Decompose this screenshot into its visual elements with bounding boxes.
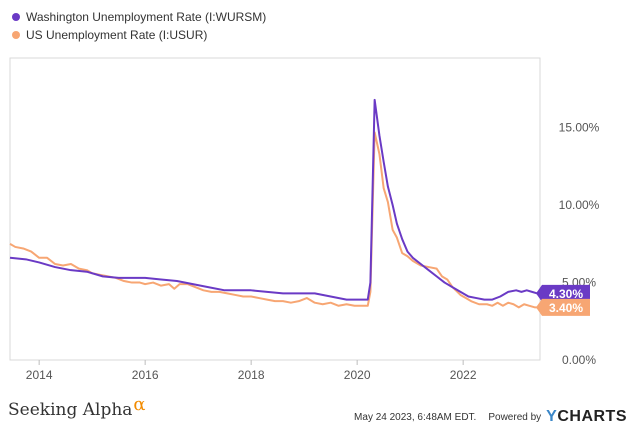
- legend-item-us[interactable]: US Unemployment Rate (I:USUR): [12, 26, 266, 44]
- powered-by-text: Powered by: [488, 411, 542, 423]
- x-tick-label: 2018: [238, 368, 265, 382]
- timestamp: May 24 2023, 6:48AM EDT.: [354, 411, 477, 423]
- chart-legend: Washington Unemployment Rate (I:WURSM) U…: [12, 8, 266, 44]
- legend-label-washington: Washington Unemployment Rate (I:WURSM): [26, 10, 267, 24]
- ycharts-wordmark: CHARTS: [557, 408, 627, 425]
- end-value-label-us: 3.40%: [536, 298, 590, 316]
- x-tick-label: 2022: [450, 368, 477, 382]
- legend-item-washington[interactable]: Washington Unemployment Rate (I:WURSM): [12, 8, 266, 26]
- chart-footer: May 24 2023, 6:48AM EDT. Powered by YCHA…: [354, 408, 627, 426]
- seeking-alpha-logo[interactable]: Seeking Alpha α: [8, 394, 146, 420]
- legend-marker-washington: [12, 13, 20, 21]
- end-value-label-washington: 4.30%: [536, 284, 590, 302]
- alpha-icon: α: [133, 394, 146, 415]
- y-tick-label: 15.00%: [559, 121, 600, 135]
- series-line-us: [9, 131, 540, 309]
- end-value-text-us: 3.40%: [549, 301, 583, 315]
- y-tick-label: 0.00%: [562, 353, 596, 367]
- end-value-text-washington: 4.30%: [549, 287, 583, 301]
- legend-label-us: US Unemployment Rate (I:USUR): [26, 28, 208, 42]
- legend-marker-us: [12, 31, 20, 39]
- x-tick-label: 2020: [344, 368, 371, 382]
- brand-name: Seeking Alpha: [8, 400, 133, 420]
- y-tick-label: 10.00%: [559, 198, 600, 212]
- ycharts-y-icon: Y: [546, 408, 558, 425]
- x-tick-label: 2016: [132, 368, 159, 382]
- series-line-washington: [9, 98, 538, 301]
- end-value-badge-washington: [536, 284, 590, 302]
- x-tick-label: 2014: [26, 368, 53, 382]
- plot-frame: [9, 57, 541, 361]
- ycharts-logo[interactable]: YCHARTS: [546, 408, 627, 426]
- end-value-badge-us: [536, 298, 590, 316]
